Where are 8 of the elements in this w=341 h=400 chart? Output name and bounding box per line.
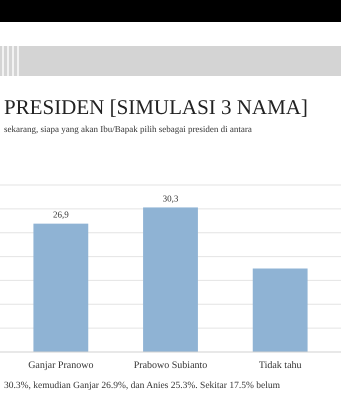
data-label: 26,9 bbox=[52, 210, 70, 220]
chart-subtitle: sekarang, siapa yang akan Ibu/Bapak pilih sebagai presiden di antara bbox=[4, 124, 252, 134]
x-tick-label: Prabowo Subianto bbox=[134, 360, 208, 371]
chart-title: PRESIDEN [SIMULASI 3 NAMA] bbox=[4, 95, 308, 119]
x-tick-label: Ganjar Pranowo bbox=[28, 360, 94, 371]
data-label: 30,3 bbox=[162, 193, 179, 204]
text: 30.3%, kemudian Ganjar 26.9%, dan Anies 25.3%. Sekitar 17.5% belum bbox=[4, 381, 281, 391]
x-tick-label: Tidak tahu bbox=[258, 360, 302, 371]
